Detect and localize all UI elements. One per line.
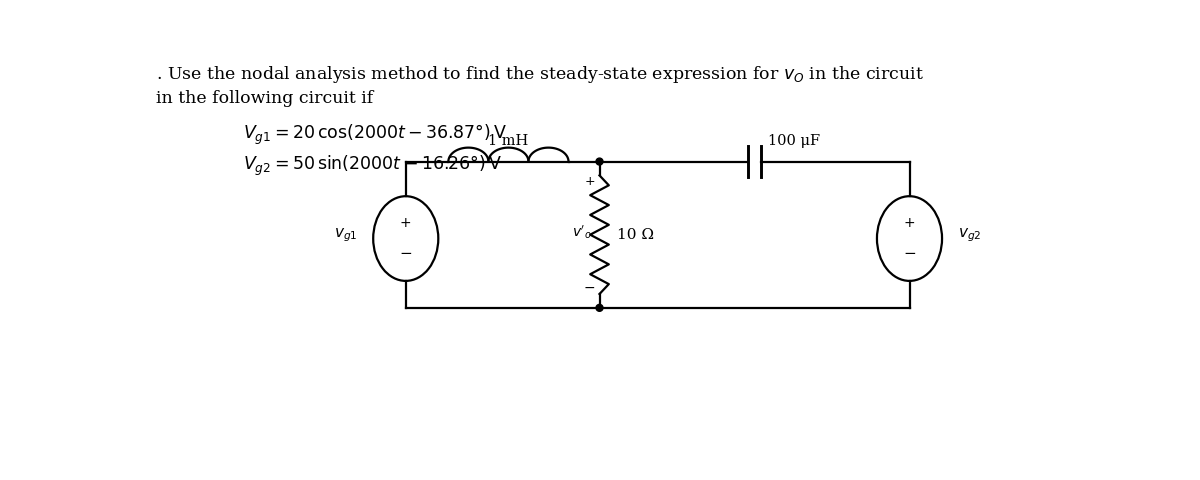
- Text: +: +: [584, 175, 595, 188]
- Ellipse shape: [373, 196, 438, 281]
- Text: +: +: [400, 216, 412, 230]
- Text: −: −: [583, 281, 595, 295]
- Text: . Use the nodal analysis method to find the steady-state expression for $v_O$ in: . Use the nodal analysis method to find …: [156, 64, 924, 85]
- Text: $v'_o$: $v'_o$: [572, 224, 592, 241]
- Text: $V_{g2} = 50\,\sin(2000t - 16.26°)\,\mathrm{V}$: $V_{g2} = 50\,\sin(2000t - 16.26°)\,\mat…: [242, 154, 502, 178]
- Text: +: +: [904, 216, 916, 230]
- Text: $v_{g2}$: $v_{g2}$: [958, 227, 982, 244]
- Text: −: −: [904, 246, 916, 262]
- Text: 100 μF: 100 μF: [768, 134, 821, 148]
- Text: 1 mH: 1 mH: [488, 134, 528, 148]
- Text: $V_{g1} = 20\,\cos(2000t - 36.87°)\,\mathrm{V}$: $V_{g1} = 20\,\cos(2000t - 36.87°)\,\mat…: [242, 123, 506, 147]
- Circle shape: [596, 304, 602, 312]
- Text: −: −: [400, 246, 412, 262]
- Text: in the following circuit if: in the following circuit if: [156, 90, 373, 107]
- Ellipse shape: [877, 196, 942, 281]
- Text: $v_{g1}$: $v_{g1}$: [334, 227, 358, 244]
- Text: 10 Ω: 10 Ω: [617, 228, 654, 242]
- Circle shape: [596, 158, 602, 165]
